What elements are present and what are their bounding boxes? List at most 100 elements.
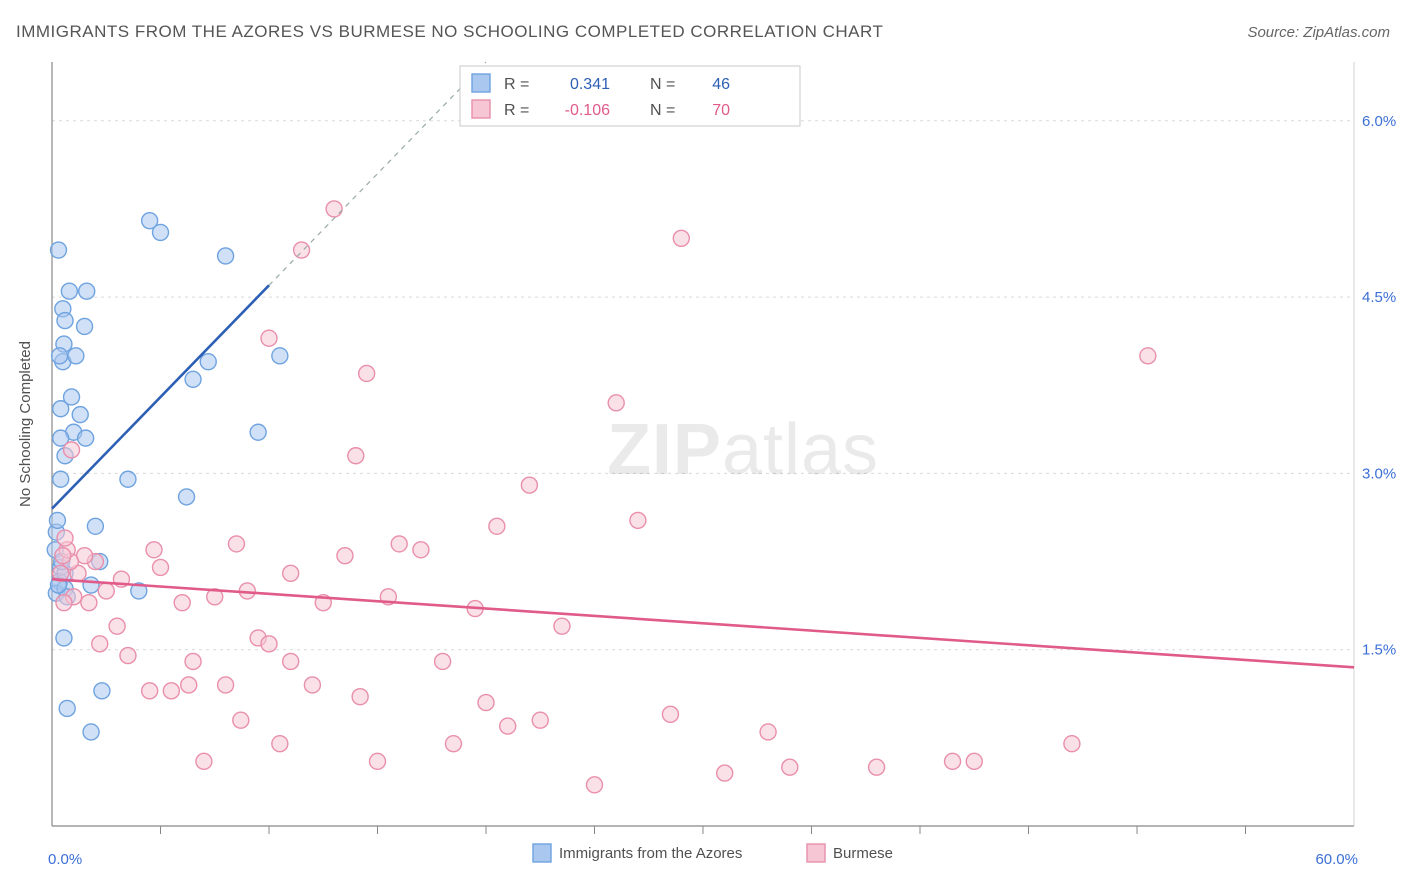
data-point <box>337 548 353 564</box>
data-point <box>64 442 80 458</box>
data-point <box>52 348 68 364</box>
data-point <box>120 471 136 487</box>
data-point <box>662 706 678 722</box>
data-point <box>283 653 299 669</box>
data-point <box>51 242 67 258</box>
data-point <box>261 636 277 652</box>
data-point <box>272 736 288 752</box>
data-point <box>153 224 169 240</box>
data-point <box>413 542 429 558</box>
data-point <box>391 536 407 552</box>
data-point <box>1064 736 1080 752</box>
data-point <box>554 618 570 634</box>
svg-text:70: 70 <box>712 102 730 119</box>
data-point <box>489 518 505 534</box>
data-point <box>673 230 689 246</box>
data-point <box>233 712 249 728</box>
svg-text:1.5%: 1.5% <box>1362 642 1396 659</box>
data-point <box>179 489 195 505</box>
data-point <box>146 542 162 558</box>
data-point <box>57 530 73 546</box>
trend-line <box>52 579 1354 667</box>
data-point <box>87 518 103 534</box>
series-legend: Immigrants from the Azores Burmese <box>533 844 893 862</box>
data-point <box>272 348 288 364</box>
svg-text:0.341: 0.341 <box>570 76 610 93</box>
data-point <box>185 653 201 669</box>
data-point <box>56 630 72 646</box>
data-point <box>966 753 982 769</box>
data-point <box>83 577 99 593</box>
data-point <box>68 348 84 364</box>
chart-title: IMMIGRANTS FROM THE AZORES VS BURMESE NO… <box>16 22 883 42</box>
data-point <box>500 718 516 734</box>
data-point <box>57 313 73 329</box>
data-point <box>94 683 110 699</box>
data-point <box>53 401 69 417</box>
data-point <box>782 759 798 775</box>
svg-text:3.0%: 3.0% <box>1362 465 1396 482</box>
data-point <box>445 736 461 752</box>
data-point <box>181 677 197 693</box>
data-point <box>61 283 77 299</box>
data-point <box>250 424 266 440</box>
data-point <box>945 753 961 769</box>
chart-container: 1.5% 3.0% 4.5% 6.0% 0.0% 60.0% No Schooling Co… <box>0 56 1406 892</box>
y-axis-label: No Schooling Completed <box>17 341 34 507</box>
data-point <box>83 724 99 740</box>
data-point <box>218 248 234 264</box>
data-point <box>109 618 125 634</box>
chart-header: IMMIGRANTS FROM THE AZORES VS BURMESE NO… <box>16 18 1390 46</box>
svg-text:-0.106: -0.106 <box>565 102 610 119</box>
stats-legend: R = 0.341 N = 46 R = -0.106 N = 70 <box>460 66 800 126</box>
data-point <box>72 407 88 423</box>
data-point <box>294 242 310 258</box>
correlation-scatter-chart: 1.5% 3.0% 4.5% 6.0% 0.0% 60.0% No Schooling Co… <box>0 56 1406 892</box>
data-point <box>56 595 72 611</box>
data-point <box>352 689 368 705</box>
data-point <box>261 330 277 346</box>
data-point <box>53 471 69 487</box>
data-point <box>717 765 733 781</box>
data-point <box>304 677 320 693</box>
data-point <box>77 318 93 334</box>
watermark: ZIPatlas <box>607 410 879 490</box>
data-point <box>608 395 624 411</box>
data-point <box>630 512 646 528</box>
svg-text:N =: N = <box>650 76 675 93</box>
data-point <box>98 583 114 599</box>
data-point <box>228 536 244 552</box>
data-point <box>435 653 451 669</box>
data-point <box>359 365 375 381</box>
data-point <box>218 677 234 693</box>
svg-text:46: 46 <box>712 76 730 93</box>
data-point <box>185 371 201 387</box>
data-point <box>120 648 136 664</box>
data-point <box>521 477 537 493</box>
data-point <box>142 683 158 699</box>
data-point <box>79 283 95 299</box>
svg-text:N =: N = <box>650 102 675 119</box>
svg-text:6.0%: 6.0% <box>1362 113 1396 130</box>
legend-label: Immigrants from the Azores <box>559 845 742 862</box>
data-point <box>174 595 190 611</box>
data-point <box>760 724 776 740</box>
data-point <box>532 712 548 728</box>
source-attribution: Source: ZipAtlas.com <box>1247 24 1390 41</box>
svg-text:R =: R = <box>504 76 529 93</box>
data-point <box>196 753 212 769</box>
svg-text:R =: R = <box>504 102 529 119</box>
data-point <box>49 512 65 528</box>
data-point <box>370 753 386 769</box>
data-point <box>348 448 364 464</box>
data-point <box>869 759 885 775</box>
data-point <box>200 354 216 370</box>
data-point <box>92 636 108 652</box>
svg-text:60.0%: 60.0% <box>1315 851 1358 868</box>
data-point <box>1140 348 1156 364</box>
data-point <box>81 595 97 611</box>
data-point <box>59 700 75 716</box>
legend-label: Burmese <box>833 845 893 862</box>
svg-text:4.5%: 4.5% <box>1362 289 1396 306</box>
svg-text:0.0%: 0.0% <box>48 851 82 868</box>
